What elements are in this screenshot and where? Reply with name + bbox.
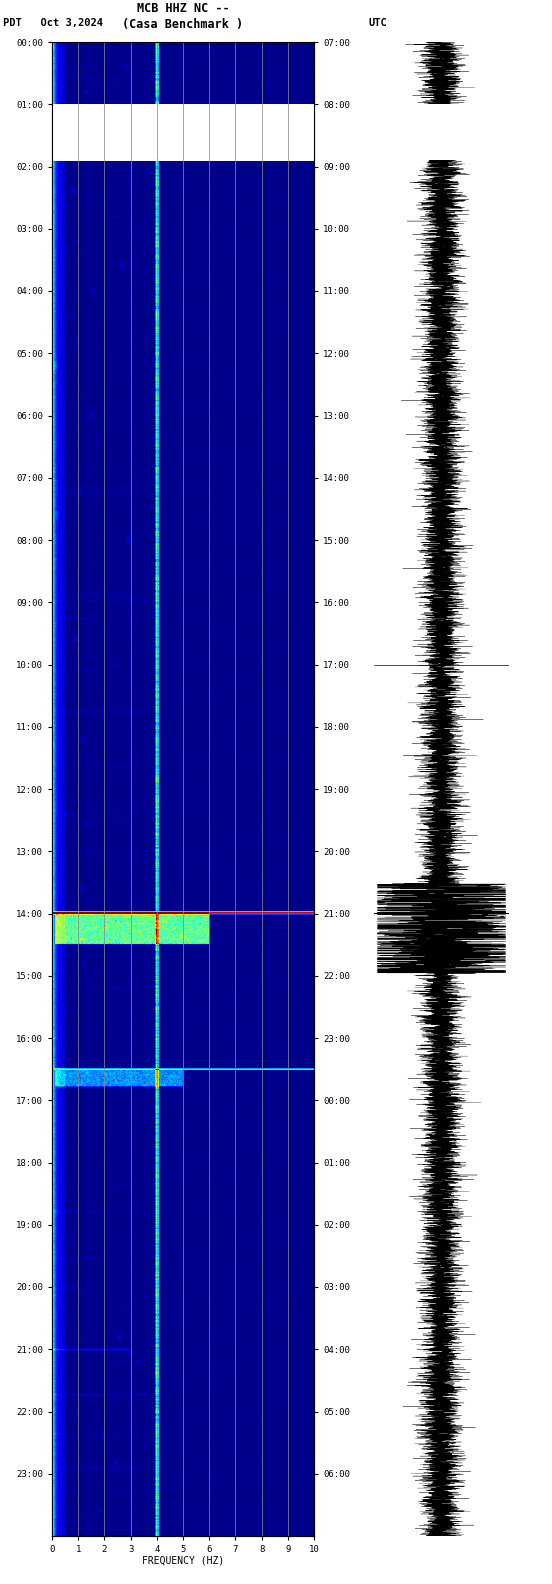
Text: UTC: UTC — [369, 17, 388, 29]
Bar — [52, 105, 314, 160]
X-axis label: FREQUENCY (HZ): FREQUENCY (HZ) — [142, 1555, 224, 1565]
Text: MCB HHZ NC --: MCB HHZ NC -- — [137, 2, 229, 14]
Bar — [374, 105, 509, 160]
Text: PDT   Oct 3,2024: PDT Oct 3,2024 — [3, 17, 103, 29]
Text: (Casa Benchmark ): (Casa Benchmark ) — [123, 17, 243, 32]
